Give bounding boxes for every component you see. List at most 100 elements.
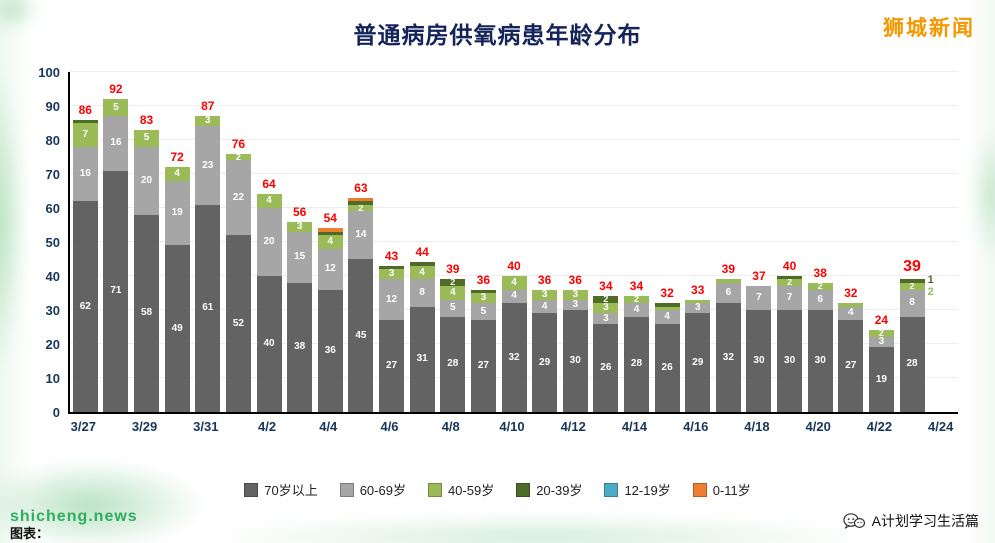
legend-swatch xyxy=(604,482,619,497)
x-tick-label: 4/8 xyxy=(441,419,460,434)
bar-segment: 19 xyxy=(164,180,190,246)
stacked-bar-chart: 62 16 7 86 71 16 5 92 58 20 5 83 49 19 4 72 61 23 3 87 52 22 2… xyxy=(20,52,970,464)
bar-total-label: 39 xyxy=(903,258,921,276)
bar-segment: 30 xyxy=(777,310,803,412)
y-tick-label: 90 xyxy=(45,99,60,114)
bar-segment: 49 xyxy=(164,245,190,412)
bar-total-label: 86 xyxy=(78,102,92,117)
x-tick-label: 4/24 xyxy=(928,419,954,434)
bar-segment: 3 xyxy=(562,289,588,300)
legend-label: 12-19岁 xyxy=(624,483,671,498)
bar-segment: 3 xyxy=(195,116,221,127)
bar-segment: 32 xyxy=(715,303,741,412)
bar-segment xyxy=(409,262,435,266)
bar-segment: 3 xyxy=(868,337,894,348)
bar-segment: 5 xyxy=(440,299,466,317)
x-tick-label: 4/20 xyxy=(805,419,831,434)
plot-area: 62 16 7 86 71 16 5 92 58 20 5 83 49 19 4 72 61 23 3 87 52 22 2… xyxy=(68,71,958,414)
bar-total-label: 37 xyxy=(752,269,766,284)
bar-segment xyxy=(685,299,711,304)
bar-segment: 30 xyxy=(562,310,588,412)
legend-label: 60-69岁 xyxy=(359,483,406,498)
bar-segment: 52 xyxy=(225,235,251,412)
bar-segment: 3 xyxy=(470,293,496,304)
bar-segment xyxy=(348,197,374,202)
bar-total-label: 56 xyxy=(292,204,307,219)
x-tick-label: 4/14 xyxy=(621,419,648,434)
bar-segment: 58 xyxy=(134,214,160,412)
bar-total-label: 36 xyxy=(568,272,582,287)
bar-total-label: 72 xyxy=(170,150,184,165)
decor-green-smudge xyxy=(200,515,880,543)
bar-segment: 27 xyxy=(838,320,864,412)
bar-segment: 2 xyxy=(807,281,833,290)
bar-segment: 19 xyxy=(868,347,894,412)
last-bar-annotation: 2 xyxy=(927,286,934,299)
legend-swatch xyxy=(427,482,442,497)
y-tick-label: 80 xyxy=(45,133,60,148)
legend-swatch xyxy=(692,482,707,497)
bar-segment: 4 xyxy=(838,306,864,321)
bar-segment: 16 xyxy=(103,116,129,171)
y-tick-label: 30 xyxy=(45,303,60,318)
bar-segment xyxy=(777,276,803,280)
bar-segment: 16 xyxy=(72,146,98,202)
bar-segment: 5 xyxy=(134,129,160,147)
x-tick-label: 4/2 xyxy=(257,419,277,434)
gridline xyxy=(70,139,958,140)
bar-segment: 8 xyxy=(409,279,435,307)
bar-segment: 7 xyxy=(746,286,772,310)
bar-total-label: 36 xyxy=(537,272,552,287)
bar-total-label: 76 xyxy=(231,136,246,151)
bar-segment: 3 xyxy=(685,303,711,314)
bar-segment: 4 xyxy=(501,289,527,304)
bar-segment: 28 xyxy=(440,316,466,412)
chart-title: 普通病房供氧病患年龄分布 xyxy=(353,22,642,48)
gridline xyxy=(70,71,958,72)
bar-segment: 20 xyxy=(134,146,160,215)
bar-segment: 4 xyxy=(654,310,680,324)
gridline xyxy=(70,105,958,106)
bar-segment xyxy=(72,119,98,123)
bar-segment: 2 xyxy=(348,203,374,212)
bar-segment: 27 xyxy=(379,320,405,412)
bar-segment: 28 xyxy=(899,316,925,412)
bar-total-label: 34 xyxy=(629,279,644,294)
x-tick-label: 4/6 xyxy=(380,419,399,434)
x-tick-label: 3/29 xyxy=(131,419,158,434)
x-tick-label: 4/10 xyxy=(499,419,525,434)
bar-segment: 4 xyxy=(501,276,527,290)
bar-segment: 26 xyxy=(593,323,619,412)
bar-segment: 3 xyxy=(562,299,588,310)
watermark-shicheng-news: 狮城新闻 xyxy=(883,17,975,40)
bar-segment: 62 xyxy=(72,201,98,412)
last-bar-annotation: 1 xyxy=(927,274,934,287)
y-tick-label: 70 xyxy=(45,167,60,182)
legend-swatch xyxy=(339,482,354,497)
bar-segment xyxy=(470,289,496,293)
bar-total-label: 32 xyxy=(844,286,858,301)
bar-segment: 29 xyxy=(685,313,711,412)
bar-segment: 30 xyxy=(746,310,772,412)
x-tick-label: 4/18 xyxy=(744,419,770,434)
footer-brand-label: A计划学习生活篇 xyxy=(871,513,979,529)
bar-total-label: 39 xyxy=(446,262,460,277)
footer-right: A计划学习生活篇 xyxy=(843,511,979,531)
bar-segment xyxy=(317,228,343,232)
bar-segment: 4 xyxy=(440,286,466,300)
bar-total-label: 44 xyxy=(415,245,429,260)
bar-segment xyxy=(715,279,741,283)
bar-segment: 4 xyxy=(409,265,435,280)
bar-segment: 2 xyxy=(225,152,251,161)
bar-segment: 4 xyxy=(256,194,282,208)
bar-total-label: 63 xyxy=(354,180,368,195)
bar-total-label: 87 xyxy=(201,99,215,114)
bar-total-label: 83 xyxy=(139,112,154,127)
bar-segment: 27 xyxy=(470,320,496,412)
bar-segment: 29 xyxy=(532,313,558,412)
y-tick-label: 100 xyxy=(38,65,60,80)
bar-segment: 26 xyxy=(654,323,680,412)
bar-segment: 2 xyxy=(899,281,925,290)
bar-total-label: 33 xyxy=(691,282,705,297)
